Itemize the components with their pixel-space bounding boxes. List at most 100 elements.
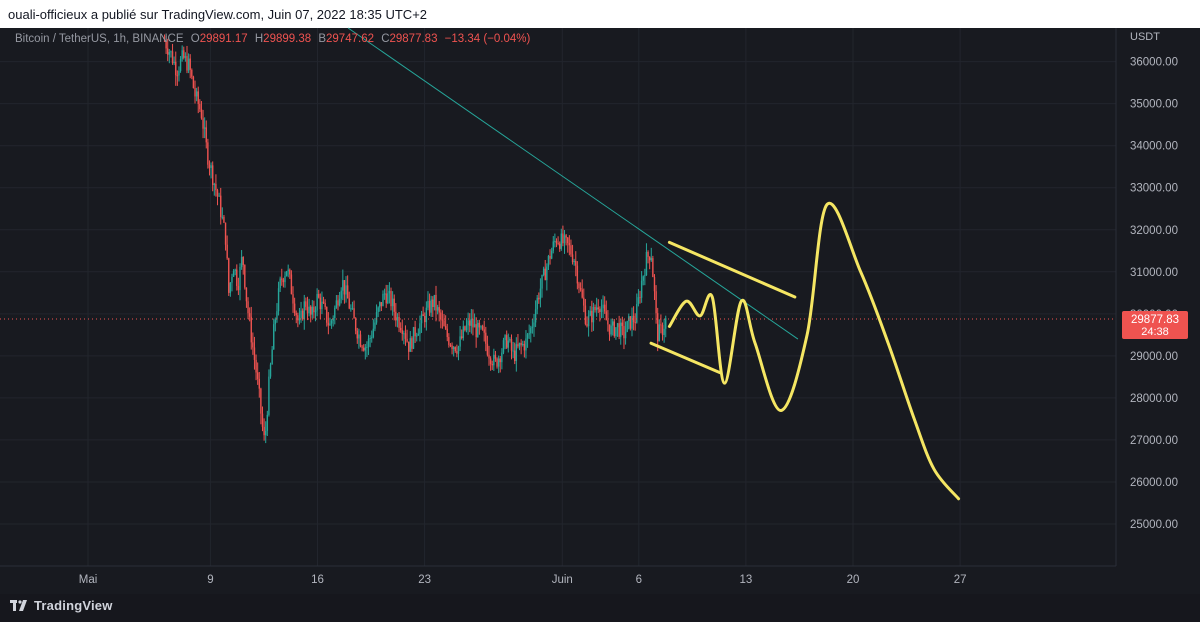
candle-body <box>449 344 452 346</box>
candle-body <box>536 297 538 310</box>
candle-body <box>348 298 350 309</box>
candle-body <box>570 245 572 255</box>
candle-body <box>554 240 556 242</box>
candle-body <box>232 270 235 277</box>
candle-body <box>655 291 657 314</box>
candle-body <box>220 195 222 217</box>
candle-body <box>661 325 664 335</box>
candle-body <box>531 326 534 328</box>
candle-body <box>350 308 352 310</box>
candle-body <box>510 338 513 351</box>
candle-body <box>428 300 431 313</box>
candle-body <box>518 342 521 347</box>
candle-body <box>297 315 299 321</box>
candle-body <box>663 328 665 335</box>
candle-body <box>298 318 301 321</box>
candle-body <box>658 324 661 342</box>
candle-body <box>300 310 302 319</box>
candle-body <box>258 378 260 389</box>
candle-body <box>173 61 175 64</box>
candle-body <box>501 352 503 363</box>
candle-body <box>470 318 473 326</box>
candle-body <box>229 282 232 293</box>
candle-body <box>406 338 408 342</box>
candle-body <box>250 316 252 343</box>
symbol-name: Bitcoin / TetherUS, 1h, BINANCE <box>15 33 184 45</box>
candle-body <box>359 334 362 347</box>
candle-body <box>319 297 322 310</box>
candle-body <box>420 314 423 324</box>
candle-body <box>603 304 606 312</box>
candle-body <box>399 327 402 331</box>
candle-body <box>213 183 216 185</box>
candle-body <box>240 257 243 267</box>
price-tick-label: 25000.00 <box>1130 519 1178 531</box>
candle-body <box>221 216 224 218</box>
candle-body <box>544 268 546 281</box>
candle-body <box>186 56 188 71</box>
price-tick-label: 29000.00 <box>1130 351 1178 363</box>
price-tick-label: 28000.00 <box>1130 393 1178 405</box>
tradingview-logo[interactable]: TradingView <box>10 598 113 613</box>
candle-body <box>228 258 230 293</box>
candle-body <box>314 310 317 313</box>
symbol-legend: Bitcoin / TetherUS, 1h, BINANCE O29891.1… <box>15 33 530 45</box>
candle-body <box>618 323 620 337</box>
candle-body <box>435 294 437 311</box>
candle-body <box>274 319 277 325</box>
candle-body <box>388 290 391 294</box>
candle-body <box>387 293 389 304</box>
price-tick-label: 35000.00 <box>1130 99 1178 111</box>
time-axis-bg <box>0 566 1116 594</box>
candle-body <box>417 333 420 336</box>
candle-body <box>391 298 394 307</box>
candle-body <box>353 308 355 319</box>
candle-body <box>372 328 375 338</box>
price-chart[interactable]: 25000.00 26000.00 27000.00 28000.00 29000.00… <box>0 0 1200 594</box>
price-tick-label: 27000.00 <box>1130 435 1178 447</box>
candle-body <box>583 297 585 306</box>
candle-body <box>412 327 415 349</box>
candle-body <box>239 266 241 291</box>
candle-body <box>656 313 659 342</box>
tradingview-logo-icon <box>10 600 27 611</box>
candle-body <box>354 318 357 331</box>
candle-body <box>634 322 636 324</box>
candle-body <box>199 103 201 110</box>
candle-body <box>486 343 489 355</box>
candle-body <box>594 306 596 311</box>
candle-body <box>346 285 349 299</box>
candle-body <box>327 322 330 326</box>
close-value: 29877.83 <box>389 33 438 45</box>
candle-body <box>292 294 294 304</box>
candle-body <box>176 75 179 77</box>
trendline-layer <box>347 27 799 340</box>
candle-body <box>197 91 199 104</box>
candle-body <box>422 314 424 316</box>
candle-body <box>552 241 554 251</box>
candle-body <box>578 283 580 288</box>
candle-body <box>337 300 339 306</box>
candle-body <box>181 50 183 60</box>
chart-grid <box>0 28 1116 566</box>
footer-bar <box>0 594 1200 622</box>
candle-body <box>252 342 254 348</box>
candle-body <box>430 299 432 313</box>
drawing-stroke-1 <box>667 240 797 299</box>
candles <box>163 34 667 444</box>
candle-body <box>579 287 582 290</box>
drawing-layer <box>649 201 961 501</box>
candle-body <box>215 183 217 191</box>
candle-body <box>383 293 386 295</box>
candle-body <box>191 69 193 77</box>
candle-body <box>461 336 463 338</box>
candle-body <box>623 326 625 339</box>
candle-body <box>342 280 344 291</box>
candle-body <box>541 274 543 289</box>
candle-body <box>321 301 323 310</box>
candle-body <box>200 109 203 119</box>
candle-body <box>653 277 656 292</box>
candle-body <box>356 330 358 339</box>
candle-body <box>494 354 497 359</box>
candle-body <box>465 325 468 331</box>
